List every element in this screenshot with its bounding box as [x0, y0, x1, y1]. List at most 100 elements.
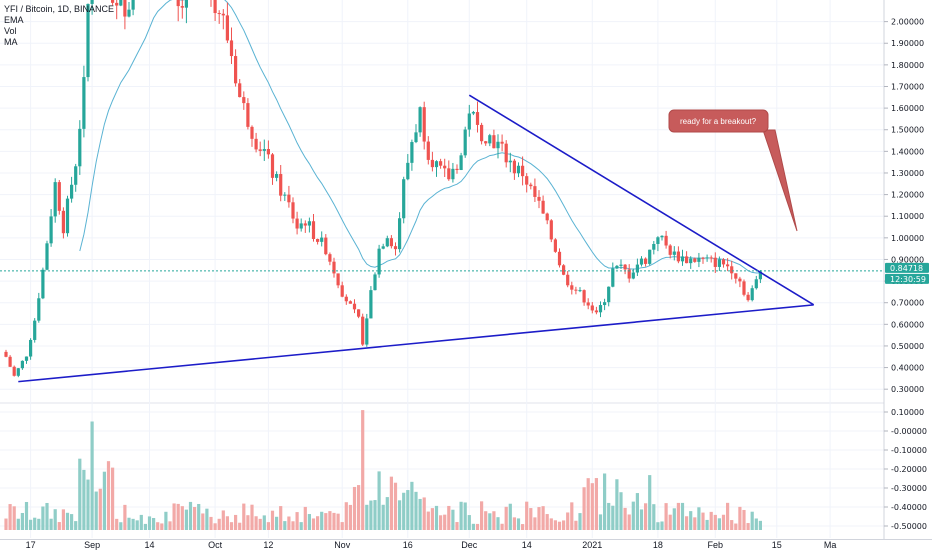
chart-title: YFI / Bitcoin, 1D, BINANCE — [4, 4, 115, 14]
volume-bar — [197, 503, 201, 530]
price-tick-label: 1.60000 — [891, 104, 924, 113]
candle-body — [320, 237, 324, 242]
volume-bar — [500, 523, 504, 530]
candle — [582, 289, 586, 306]
candle — [65, 195, 70, 237]
time-axis[interactable]: 17 Sep 14 Oct 12 Nov 16 Dec 14 2021 18 Feb 15 Ma — [0, 539, 932, 551]
candle-body — [471, 112, 475, 114]
volume-bar — [361, 410, 365, 530]
candle-body — [361, 316, 365, 345]
volume-bar — [611, 505, 615, 530]
volume-bar — [557, 521, 562, 530]
trendlines[interactable] — [18, 94, 815, 383]
candle — [648, 249, 652, 266]
candle-body — [4, 351, 8, 357]
candle — [488, 133, 492, 147]
candle-body — [439, 161, 443, 166]
volume-bar — [467, 515, 471, 530]
candle — [594, 306, 598, 315]
volume-bar — [398, 500, 402, 530]
candle-body — [82, 77, 86, 129]
candle — [328, 252, 332, 266]
annotation[interactable]: ready for a breakout? — [668, 109, 798, 232]
trendline-upper[interactable] — [468, 94, 815, 306]
volume-bar — [680, 502, 685, 530]
candle-body — [713, 257, 717, 267]
volume-bar — [566, 512, 570, 530]
candle-body — [70, 184, 74, 199]
candle — [90, 0, 94, 15]
candle — [369, 286, 373, 319]
candle — [283, 192, 287, 201]
callout-box[interactable] — [668, 109, 769, 133]
candle — [262, 139, 266, 161]
volume-bar — [78, 458, 82, 530]
candle — [217, 10, 221, 24]
trendline-lower[interactable] — [18, 304, 814, 383]
volume-bar — [348, 504, 352, 530]
candle — [410, 139, 414, 171]
last-price-tag[interactable] — [885, 262, 929, 273]
candle — [406, 154, 410, 181]
candle — [717, 256, 721, 272]
candle-body — [480, 124, 484, 142]
candle — [131, 0, 135, 16]
candle-body — [266, 149, 270, 155]
volume-bar — [726, 502, 730, 530]
indicator-ema[interactable]: EMA — [4, 15, 24, 25]
time-tick-label: Ma — [824, 540, 837, 550]
volume-bar — [12, 506, 16, 530]
candle — [307, 217, 311, 233]
price-tick-label: 1.10000 — [891, 212, 924, 221]
candle — [123, 0, 127, 30]
candle-body — [410, 142, 414, 163]
volume-bar — [443, 514, 447, 530]
volume-bar — [303, 506, 307, 530]
time-tick-label: 17 — [26, 540, 36, 550]
volume-bar — [648, 475, 652, 530]
volume-bar — [266, 522, 270, 530]
candle — [414, 124, 418, 144]
candle-body — [668, 245, 672, 255]
candle — [738, 276, 742, 288]
candle-body — [549, 220, 553, 240]
candle — [344, 294, 348, 305]
volume-bar — [94, 491, 98, 530]
volume-bar — [693, 517, 697, 530]
candle — [221, 9, 225, 30]
candle — [689, 256, 693, 269]
candle-body — [270, 154, 275, 178]
candle-body — [521, 165, 525, 177]
volume-bar — [106, 461, 111, 530]
volume-bar — [45, 502, 49, 530]
last-price-value: 0.84718 — [890, 264, 923, 273]
volume-bar — [656, 522, 660, 530]
volume-bar — [508, 503, 512, 530]
indicator-vol[interactable]: Vol — [4, 26, 17, 36]
indicator-ma[interactable]: MA — [4, 37, 18, 47]
volume-bar — [57, 522, 61, 530]
price-tick-label: 1.30000 — [891, 169, 924, 178]
volume-bar — [70, 514, 74, 530]
candle — [250, 125, 254, 147]
volume-bar — [295, 512, 299, 530]
volume-bar — [496, 517, 500, 530]
candle — [480, 122, 484, 145]
candle — [615, 264, 619, 270]
candle — [463, 126, 467, 158]
volume-bar — [127, 517, 131, 530]
candle — [693, 257, 697, 263]
candle-body — [664, 235, 668, 246]
candle-body — [590, 305, 594, 311]
volume-bar — [652, 504, 656, 530]
candle — [37, 292, 41, 323]
candle — [119, 0, 123, 7]
candle — [660, 235, 664, 241]
candle — [385, 235, 389, 248]
volume-bar — [37, 518, 41, 530]
candle-body — [86, 3, 90, 78]
candle-body — [754, 279, 758, 289]
